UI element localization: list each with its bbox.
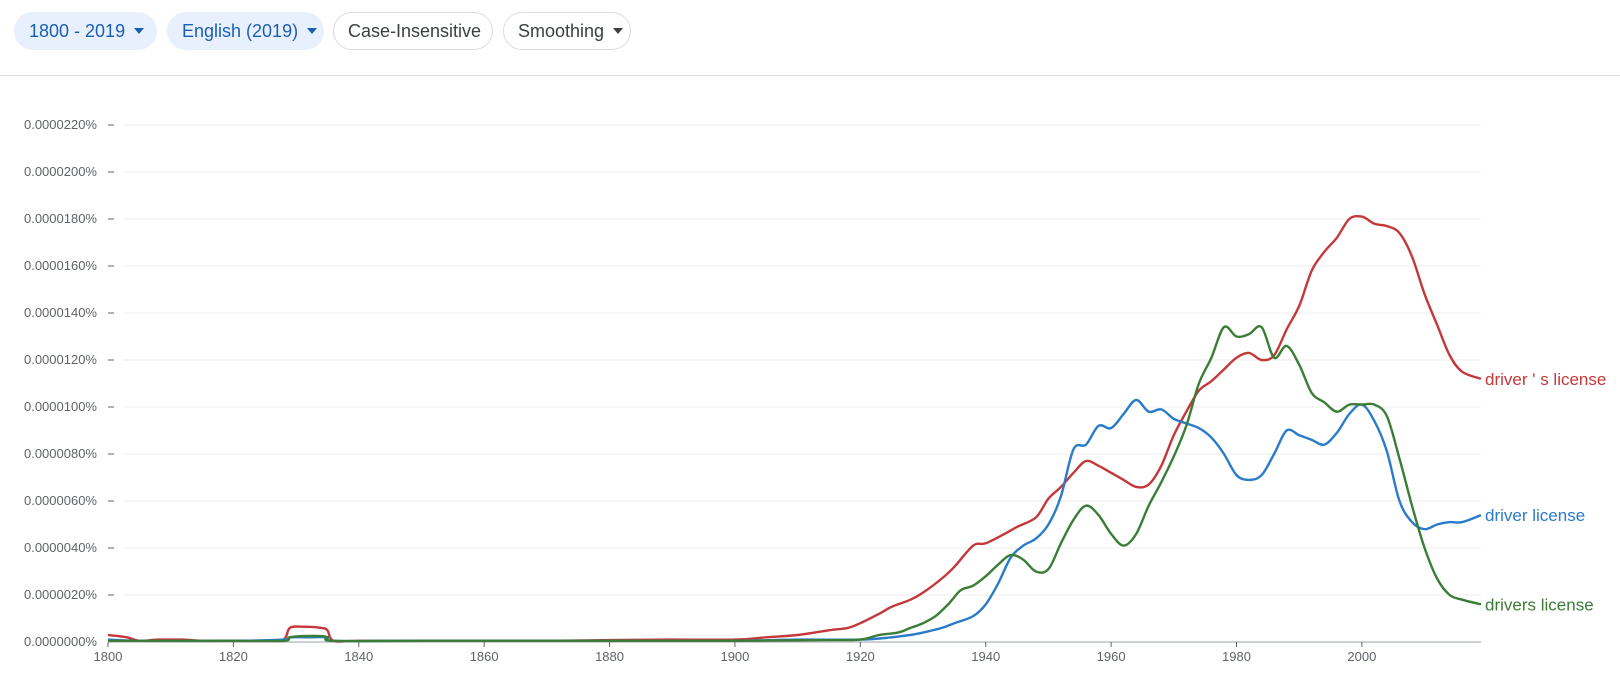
- x-tick-label: 1900: [720, 649, 749, 664]
- x-tick-label: 1980: [1222, 649, 1251, 664]
- x-tick-label: 1880: [595, 649, 624, 664]
- case-insensitive-toggle[interactable]: Case-Insensitive: [333, 12, 493, 50]
- y-tick-label: 0.0000180%: [24, 211, 97, 226]
- y-axis: 0.0000000% 0.0000020% 0.0000040% 0.0000060%…: [24, 117, 114, 649]
- series-line-driver-license[interactable]: [107, 398, 1482, 643]
- year-range-dropdown[interactable]: 1800 - 2019: [14, 12, 157, 50]
- y-tick-label: 0.0000080%: [24, 446, 97, 461]
- y-tick-label: 0.0000140%: [24, 305, 97, 320]
- smoothing-dropdown[interactable]: Smoothing: [503, 12, 631, 50]
- year-range-label: 1800 - 2019: [29, 20, 126, 41]
- x-tick-label: 1940: [971, 649, 1000, 664]
- y-tick-label: 0.0000060%: [24, 493, 97, 508]
- smoothing-label: Smoothing: [518, 20, 605, 41]
- series-label-drivers-license[interactable]: drivers license: [1485, 595, 1594, 614]
- x-tick-label: 1920: [846, 649, 875, 664]
- y-tick-label: 0.0000160%: [24, 258, 97, 273]
- x-tick-label: 1960: [1097, 649, 1126, 664]
- grid-lines: [124, 124, 1481, 643]
- x-tick-label: 1820: [219, 649, 248, 664]
- y-tick-label: 0.0000040%: [24, 540, 97, 555]
- y-tick-label: 0.0000020%: [24, 587, 97, 602]
- series-label-driver-s-license[interactable]: driver ' s license: [1485, 370, 1606, 389]
- series-line-drivers-license[interactable]: [108, 325, 1482, 643]
- chevron-down-icon: [134, 28, 145, 34]
- x-tick-label: 1860: [470, 649, 499, 664]
- x-tick-label: 1800: [94, 649, 123, 664]
- chevron-down-icon: [613, 28, 624, 34]
- x-tick-label: 1840: [344, 649, 373, 664]
- toolbar: 1800 - 2019 English (2019) Case-Insensit…: [0, 0, 1620, 76]
- x-tick-label: 2000: [1347, 649, 1376, 664]
- y-tick-label: 0.0000120%: [24, 352, 97, 367]
- series-label-driver-license[interactable]: driver license: [1485, 506, 1585, 525]
- y-tick-label: 0.0000100%: [24, 399, 97, 414]
- corpus-label: English (2019): [182, 20, 299, 41]
- case-insensitive-label: Case-Insensitive: [348, 20, 482, 41]
- series-labels: driver ' s license driver license drivers …: [1485, 370, 1606, 615]
- series-lines: [107, 214, 1482, 643]
- x-axis: 1800 1820 1840 1860 1880 1900 1920 1940 1960 1980…: [94, 641, 1481, 664]
- chevron-down-icon: [307, 28, 318, 34]
- series-line-driver-s-license[interactable]: [107, 214, 1482, 643]
- corpus-dropdown[interactable]: English (2019): [167, 12, 324, 50]
- y-tick-label: 0.0000000%: [24, 634, 97, 649]
- y-tick-label: 0.0000200%: [24, 164, 97, 179]
- y-tick-label: 0.0000220%: [24, 117, 97, 132]
